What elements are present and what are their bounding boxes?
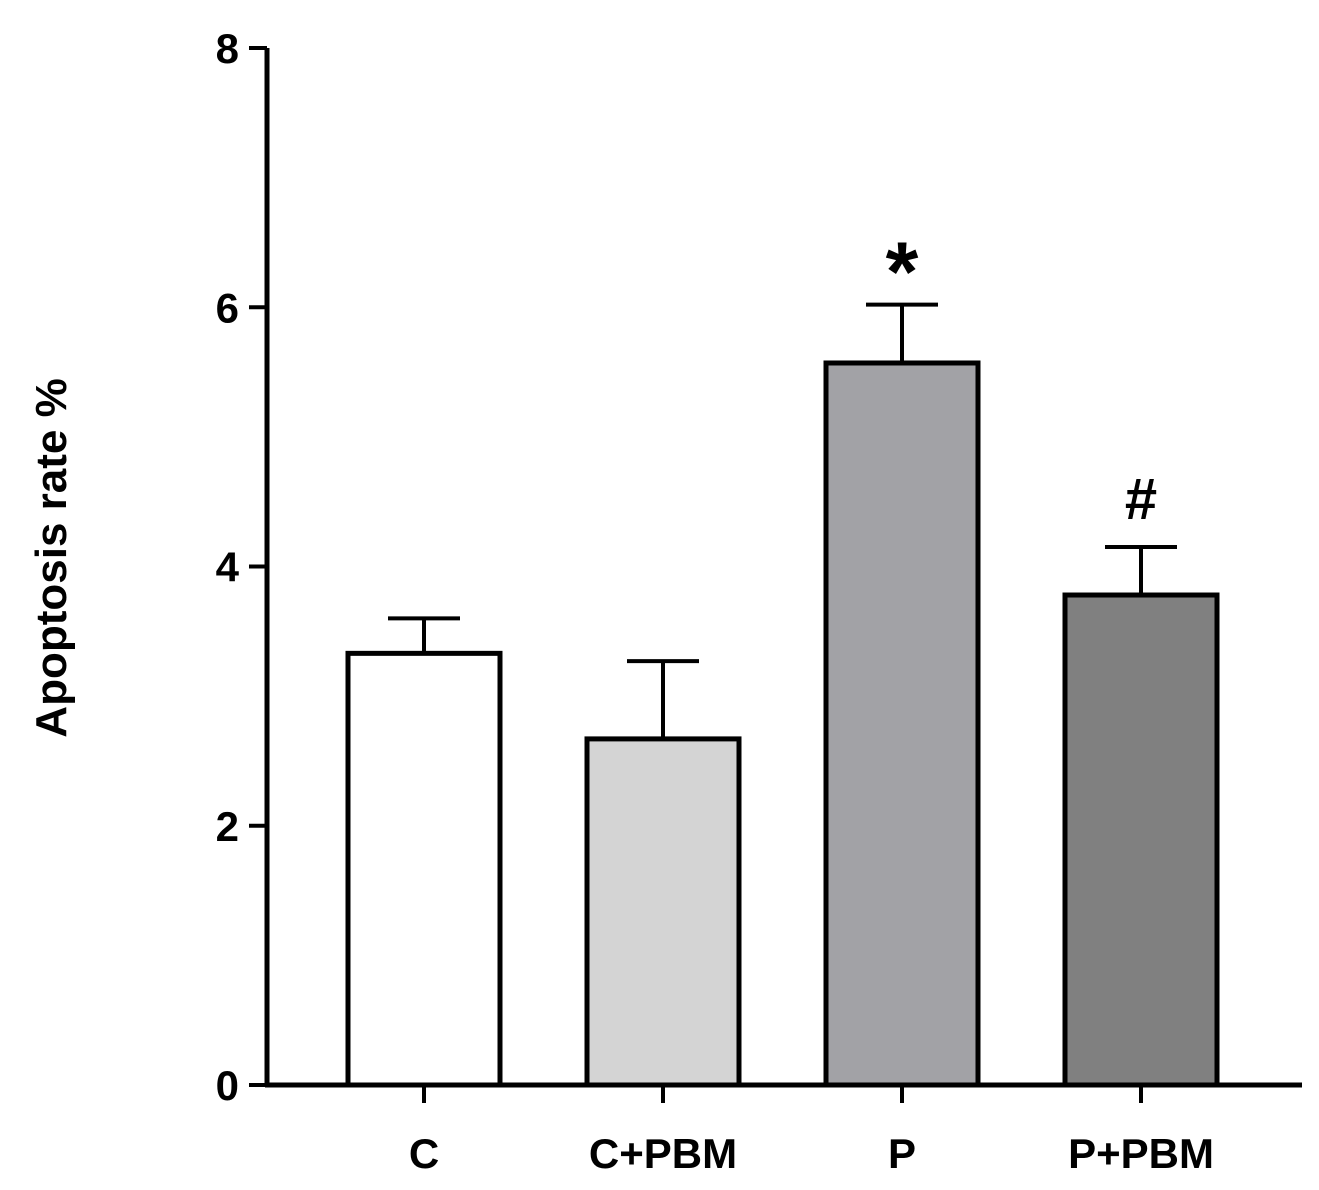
x-tick-label-2: C+PBM <box>589 1130 737 1177</box>
x-tick-label-3: P <box>888 1130 916 1177</box>
y-tick-label-4: 6 <box>216 284 239 331</box>
y-tick-label-2: 2 <box>216 803 239 850</box>
bar-p <box>823 360 981 1088</box>
x-tick-label-1: C <box>409 1130 439 1177</box>
bar-c <box>345 650 503 1088</box>
bars-group: *# <box>345 225 1220 1088</box>
significance-marker-4: # <box>1125 467 1157 532</box>
bar-c-plus-pbm <box>584 736 742 1088</box>
y-tick-label-5: 8 <box>216 25 239 72</box>
y-tick-label-3: 4 <box>216 544 240 591</box>
significance-marker-3: * <box>886 225 919 319</box>
bar-p-plus-pbm <box>1062 592 1220 1088</box>
y-tick-label-1: 0 <box>216 1062 239 1109</box>
y-axis-title: Apoptosis rate % <box>27 378 76 737</box>
axes-group: C C+PBM P P+PBM 0 2 4 6 8 <box>216 25 1302 1177</box>
x-tick-label-4: P+PBM <box>1068 1130 1214 1177</box>
